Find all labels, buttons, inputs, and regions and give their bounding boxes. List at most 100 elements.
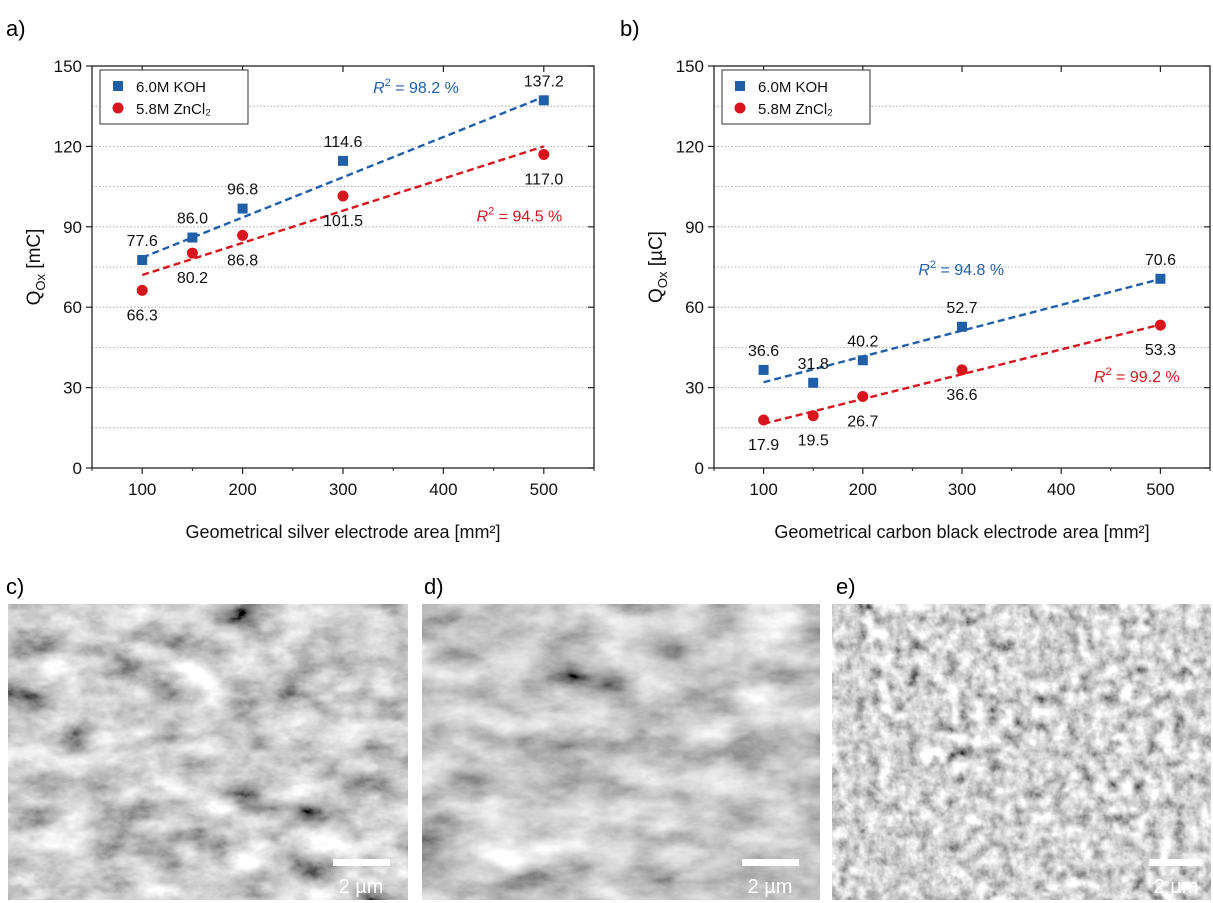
- sem-texture: [8, 604, 408, 900]
- legend-box: [99, 69, 249, 125]
- chart-b: 100 200 300 400 500 0 30 60 90 120 150 Geometrical …: [646, 57, 1211, 542]
- data-point: [808, 377, 819, 388]
- r2-annotation: R2 = 99.2 %: [1094, 366, 1180, 386]
- chart-a: 100 200 300 400 500 0 30 60 90 120 150 Geometrical …: [24, 57, 595, 542]
- legend-marker: [113, 81, 123, 91]
- legend-marker: [734, 102, 746, 114]
- data-label: 101.5: [323, 213, 363, 230]
- x-tick-label: 100: [749, 480, 777, 499]
- data-label: 114.6: [324, 134, 363, 151]
- sem-texture: [422, 604, 820, 900]
- y-tick-label: 150: [54, 57, 82, 76]
- data-label: 17.9: [748, 437, 779, 454]
- sem-texture: [832, 604, 1211, 900]
- legend-label: 5.8M ZnCl₂: [758, 101, 833, 118]
- data-label: 36.6: [748, 343, 779, 360]
- data-label: 26.7: [847, 413, 878, 430]
- fit-line: [141, 95, 545, 259]
- sem-image-d: 2 µm: [422, 604, 820, 900]
- data-label: 86.0: [177, 211, 208, 228]
- x-tick-label: 200: [849, 480, 877, 499]
- data-point: [857, 355, 868, 366]
- sem-image-e: 2 µm: [832, 604, 1211, 900]
- x-tick-label: 500: [1146, 480, 1174, 499]
- y-tick-label: 30: [685, 379, 704, 398]
- panel-label-c: c): [6, 574, 24, 599]
- data-point: [237, 203, 248, 214]
- data-point: [1154, 319, 1166, 331]
- panel-label-a: a): [6, 16, 26, 41]
- data-point: [758, 364, 769, 375]
- scale-bar: [742, 859, 799, 866]
- x-tick-label: 300: [948, 480, 976, 499]
- y-tick-label: 60: [63, 298, 82, 317]
- x-tick-label: 200: [228, 480, 256, 499]
- y-tick-label: 0: [73, 459, 82, 478]
- data-label: 31.8: [798, 356, 829, 373]
- panel-label-d: d): [424, 574, 444, 599]
- legend-label: 5.8M ZnCl₂: [136, 101, 211, 118]
- x-axis-label: Geometrical silver electrode area [mm²]: [185, 522, 500, 542]
- panel-label-b: b): [620, 16, 640, 41]
- x-tick-label: 500: [530, 480, 558, 499]
- legend-marker: [112, 102, 124, 114]
- data-point: [538, 148, 550, 160]
- legend-box: [721, 69, 871, 125]
- data-point: [807, 410, 819, 422]
- y-tick-label: 30: [63, 379, 82, 398]
- scale-bar-label: 2 µm: [1154, 876, 1199, 898]
- data-label: 70.6: [1145, 252, 1176, 269]
- data-point: [758, 414, 770, 426]
- y-tick-label: 90: [685, 218, 704, 237]
- data-point: [957, 321, 967, 332]
- data-label: 52.7: [946, 300, 977, 317]
- y-tick-label: 0: [695, 459, 704, 478]
- data-label: 40.2: [847, 333, 878, 350]
- data-point: [137, 255, 148, 266]
- y-axis-label: QOx [µC]: [646, 231, 670, 303]
- y-tick-label: 120: [676, 137, 704, 156]
- data-label: 77.6: [127, 233, 158, 250]
- data-point: [337, 190, 349, 202]
- y-tick-label: 60: [685, 298, 704, 317]
- x-axis-label: Geometrical carbon black electrode area …: [774, 522, 1149, 542]
- x-tick-label: 300: [329, 480, 357, 499]
- data-label: 80.2: [177, 270, 208, 287]
- data-point: [187, 232, 198, 243]
- y-tick-label: 120: [54, 137, 82, 156]
- y-tick-label: 150: [676, 57, 704, 76]
- data-label: 137.2: [524, 73, 564, 90]
- y-axis-label: QOx [mC]: [24, 229, 48, 306]
- data-label: 96.8: [227, 182, 258, 199]
- data-label: 66.3: [127, 307, 158, 324]
- r2-annotation: R2 = 94.5 %: [477, 205, 563, 225]
- data-point: [186, 247, 198, 259]
- legend-marker: [735, 81, 745, 91]
- scale-bar: [1149, 859, 1202, 866]
- data-label: 36.6: [946, 387, 977, 404]
- data-label: 19.5: [798, 433, 829, 450]
- fit-line: [141, 145, 545, 277]
- x-tick-label: 400: [429, 480, 457, 499]
- legend-label: 6.0M KOH: [136, 79, 206, 96]
- data-label: 86.8: [227, 252, 258, 269]
- r2-annotation: R2 = 98.2 %: [373, 77, 459, 97]
- data-label: 53.3: [1145, 342, 1176, 359]
- scale-bar-label: 2 µm: [339, 876, 384, 898]
- data-label: 117.0: [524, 171, 563, 188]
- data-point: [338, 155, 348, 166]
- x-tick-label: 400: [1047, 480, 1075, 499]
- r2-annotation: R2 = 94.8 %: [918, 259, 1004, 279]
- data-point: [136, 284, 148, 296]
- data-point: [237, 229, 249, 241]
- scale-bar: [333, 859, 390, 866]
- scale-bar-label: 2 µm: [748, 876, 793, 898]
- data-point: [538, 95, 549, 106]
- panel-label-e: e): [836, 574, 856, 599]
- data-point: [857, 390, 869, 402]
- data-point: [1155, 273, 1166, 284]
- data-point: [956, 364, 968, 376]
- x-tick-label: 100: [128, 480, 156, 499]
- y-tick-label: 90: [63, 218, 82, 237]
